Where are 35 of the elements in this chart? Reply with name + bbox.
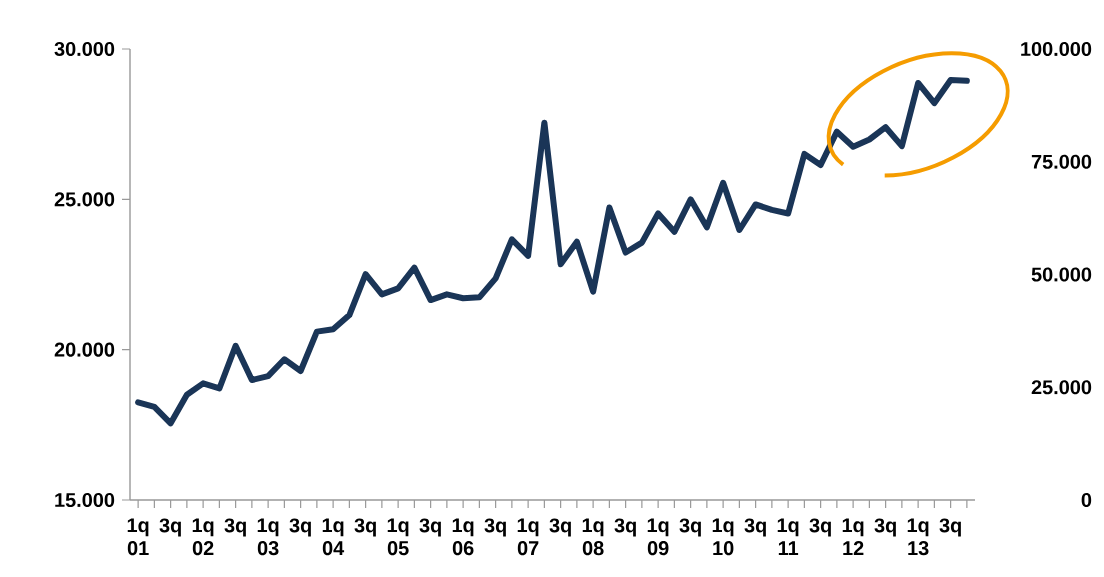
y-tick-label: 15.000 bbox=[55, 492, 115, 508]
x-tick-label: 1q 08 bbox=[582, 518, 604, 556]
y2-tick-label: 75.000 bbox=[1031, 154, 1092, 169]
x-tick-label: 1q 10 bbox=[712, 518, 734, 556]
x-tick-label: 3q bbox=[224, 518, 246, 537]
x-tick-label: 3q bbox=[484, 518, 506, 537]
x-tick-label: 1q 07 bbox=[517, 518, 539, 556]
x-tick-label: 1q 13 bbox=[907, 518, 929, 556]
x-tick-label: 1q 11 bbox=[777, 518, 799, 556]
x-tick-label: 3q bbox=[354, 518, 376, 537]
x-tick-label: 3q bbox=[809, 518, 831, 537]
y-tick-label: 20.000 bbox=[54, 342, 115, 357]
x-tick-label: 3q bbox=[549, 518, 571, 537]
x-tick-label: 1q 02 bbox=[192, 518, 214, 556]
y2-tick-label: 50.000 bbox=[1031, 267, 1092, 282]
y-tick-label: 25.000 bbox=[54, 192, 115, 207]
x-tick-label: 1q 12 bbox=[842, 518, 864, 556]
x-tick-label: 3q bbox=[874, 518, 896, 537]
x-tick-label: 1q 03 bbox=[257, 518, 279, 556]
x-tick-label: 3q bbox=[419, 518, 441, 537]
x-tick-label: 3q bbox=[614, 518, 636, 537]
x-tick-label: 1q 06 bbox=[452, 518, 474, 556]
x-tick-label: 1q 01 bbox=[127, 518, 149, 556]
y2-tick-label: 0 bbox=[1081, 492, 1092, 508]
y2-tick-label: 25.000 bbox=[1031, 380, 1092, 395]
y-tick-label: 30.000 bbox=[54, 41, 115, 57]
x-tick-label: 3q bbox=[744, 518, 766, 537]
x-tick-label: 1q 05 bbox=[387, 518, 409, 556]
x-tick-label: 1q 09 bbox=[647, 518, 669, 556]
x-tick-label: 3q bbox=[679, 518, 701, 537]
x-tick-label: 3q bbox=[939, 518, 961, 537]
x-tick-label: 3q bbox=[159, 518, 181, 537]
x-tick-label: 1q 04 bbox=[322, 518, 345, 556]
x-tick-label: 3q bbox=[289, 518, 311, 537]
y2-tick-label: 100.000 bbox=[1021, 41, 1092, 57]
